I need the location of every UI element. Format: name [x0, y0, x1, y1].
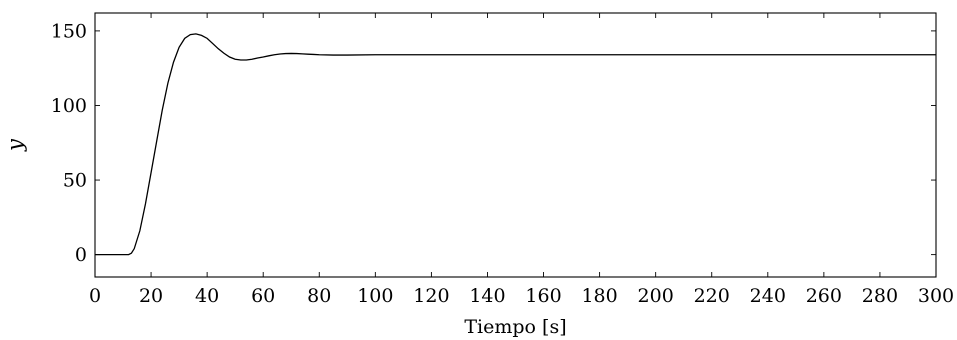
y-axis-label: y — [3, 138, 27, 152]
series-line — [95, 33, 936, 256]
x-tick-label: 260 — [806, 285, 842, 307]
y-tick-label: 0 — [75, 244, 87, 266]
x-tick-label: 300 — [918, 285, 954, 307]
plot-frame — [94, 12, 937, 278]
x-tick-label: 140 — [469, 285, 505, 307]
x-tick-label: 160 — [525, 285, 561, 307]
x-axis-label: Tiempo [s] — [464, 316, 566, 338]
plot-area — [94, 12, 937, 278]
x-tick-label: 40 — [195, 285, 219, 307]
x-tick-label: 220 — [694, 285, 730, 307]
x-tick-label: 100 — [357, 285, 393, 307]
y-tick-label: 100 — [51, 95, 87, 117]
x-tick-label: 20 — [139, 285, 163, 307]
x-tick-label: 240 — [750, 285, 786, 307]
x-tick-label: 280 — [862, 285, 898, 307]
y-axis: 0 50 100 150 — [51, 20, 936, 266]
y-tick-label: 150 — [51, 20, 87, 42]
x-tick-label: 80 — [307, 285, 331, 307]
x-tick-label: 60 — [251, 285, 275, 307]
x-tick-label: 120 — [413, 285, 449, 307]
y-tick-label: 50 — [63, 170, 87, 192]
x-tick-label: 200 — [638, 285, 674, 307]
x-axis: 0 20 40 60 80 100 120 140 160 180 200 220 240 260 280 3… — [89, 13, 954, 307]
x-tick-label: 0 — [89, 285, 101, 307]
x-tick-label: 180 — [581, 285, 617, 307]
